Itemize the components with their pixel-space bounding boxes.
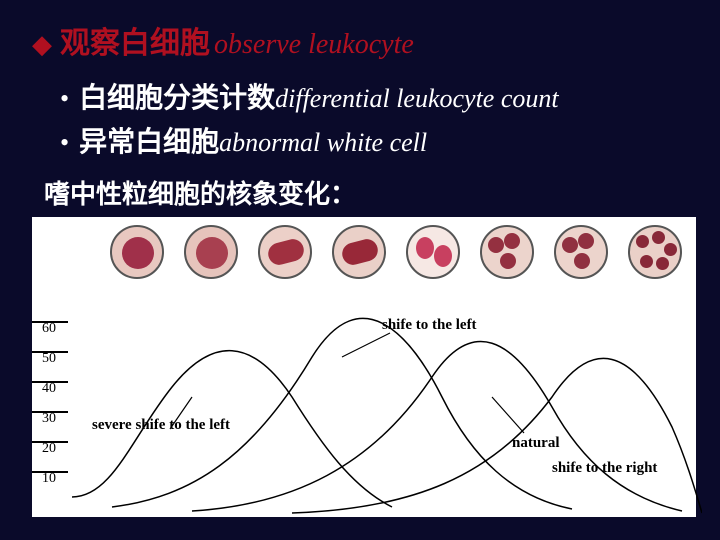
bullet-english: differential leukocyte count (275, 84, 559, 114)
curve-label: severe shife to the left (92, 417, 230, 434)
nuclear-shift-chart: 60 50 40 30 20 10 severe shife to the left shi… (32, 217, 696, 517)
title-english: observe leukocyte (214, 29, 414, 61)
y-tick-label: 40 (42, 381, 56, 397)
curve-label: shife to the right (552, 460, 657, 477)
y-tick-label: 20 (42, 441, 56, 457)
y-axis: 60 50 40 30 20 10 (32, 321, 72, 517)
bullet-item: • 异常白细胞 abnormal white cell (60, 120, 696, 160)
cell-icon (628, 225, 682, 279)
slide-root: ◆ 观察白细胞 observe leukocyte • 白细胞分类计数 diff… (0, 0, 720, 540)
bullet-item: • 白细胞分类计数 differential leukocyte count (60, 76, 696, 116)
y-tick-label: 10 (42, 471, 56, 487)
bullet-list: • 白细胞分类计数 differential leukocyte count •… (60, 76, 696, 160)
cell-icon (332, 225, 386, 279)
bullet-chinese: 白细胞分类计数 (79, 76, 275, 116)
cell-icon (110, 225, 164, 279)
bullet-english: abnormal white cell (219, 128, 427, 158)
cell-icon (406, 225, 460, 279)
cell-images-row (110, 225, 682, 279)
bullet-dot-icon: • (60, 128, 69, 158)
diamond-bullet-icon: ◆ (32, 30, 52, 60)
main-title: ◆ 观察白细胞 observe leukocyte (32, 18, 696, 62)
bullet-chinese: 异常白细胞 (79, 120, 219, 160)
y-tick-label: 50 (42, 351, 56, 367)
y-tick-label: 30 (42, 411, 56, 427)
y-tick-label: 60 (42, 321, 56, 337)
cell-icon (258, 225, 312, 279)
cell-icon (480, 225, 534, 279)
curve-label: natural (512, 435, 560, 452)
curve-label: shife to the left (382, 317, 477, 334)
cell-icon (554, 225, 608, 279)
bullet-dot-icon: • (60, 84, 69, 114)
cell-icon (184, 225, 238, 279)
title-chinese: 观察白细胞 (60, 18, 210, 62)
subheading: 嗜中性粒细胞的核象变化： (44, 174, 696, 211)
